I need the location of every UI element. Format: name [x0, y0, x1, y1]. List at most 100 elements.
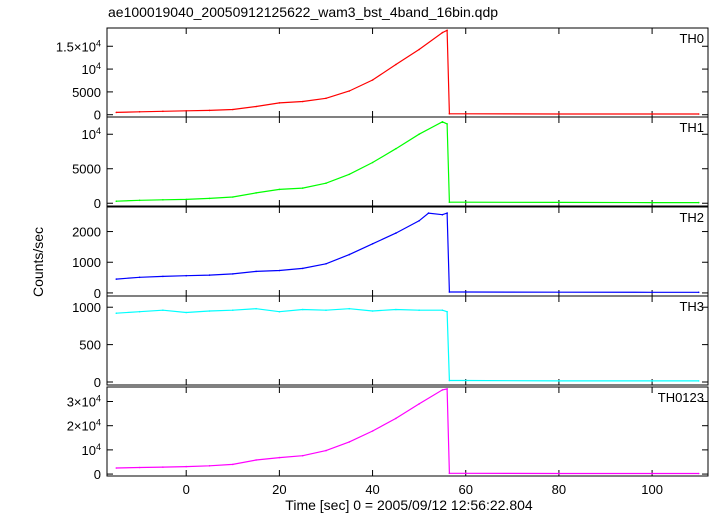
- data-point: [464, 291, 467, 293]
- x-tick-label: 80: [552, 482, 566, 497]
- series-line-th3: [116, 308, 699, 382]
- data-point: [395, 63, 397, 66]
- data-point: [162, 199, 164, 201]
- data-point: [232, 463, 234, 466]
- data-point: [185, 311, 187, 314]
- data-point: [325, 449, 327, 452]
- data-point: [232, 309, 234, 312]
- data-point: [301, 454, 304, 457]
- data-point: [255, 192, 257, 194]
- data-point: [418, 48, 420, 51]
- data-point: [301, 187, 304, 189]
- data-point: [371, 310, 374, 312]
- data-point: [115, 111, 118, 114]
- data-point: [325, 97, 327, 100]
- data-point: [185, 110, 187, 112]
- x-tick-label: 100: [641, 482, 663, 497]
- y-tick-label: 3×104: [67, 394, 101, 410]
- data-point: [371, 430, 374, 432]
- data-point: [325, 182, 327, 184]
- panel-th0: 0 5000 104 1.5×104 TH0: [56, 27, 709, 123]
- data-point: [325, 263, 327, 265]
- data-point: [348, 253, 351, 256]
- data-point: [255, 307, 257, 310]
- x-tick-label: 40: [365, 482, 379, 497]
- panel-th1: 0 5000 104 TH1: [72, 116, 709, 211]
- panel-th2: 0 1000 2000 TH2: [72, 206, 709, 301]
- series-line-th0: [116, 29, 699, 115]
- data-point: [448, 113, 451, 115]
- data-point: [448, 379, 451, 382]
- x-tick-label: 60: [459, 482, 473, 497]
- data-point: [138, 466, 141, 469]
- data-point: [395, 147, 397, 150]
- data-point: [446, 29, 448, 32]
- x-axis: 0 20 40 60 80 100: [183, 482, 663, 497]
- data-point: [651, 113, 653, 115]
- data-point: [232, 196, 234, 198]
- y-axis-label: Counts/sec: [30, 227, 46, 297]
- data-point: [162, 309, 164, 312]
- panel-frame: [106, 27, 709, 118]
- data-point: [232, 108, 234, 111]
- y-tick-label: 1000: [72, 300, 101, 315]
- data-point: [232, 273, 234, 275]
- data-point: [162, 275, 164, 278]
- panel-frame: [106, 386, 709, 477]
- panel-frame: [106, 116, 709, 207]
- data-point: [185, 198, 187, 201]
- y-tick-label: 500: [79, 338, 101, 353]
- data-point: [115, 200, 118, 202]
- panel-label: TH0: [679, 31, 704, 46]
- data-point: [446, 212, 448, 214]
- panel-frame: [106, 295, 709, 386]
- data-point: [395, 308, 397, 311]
- panel-label: TH0123: [658, 390, 704, 405]
- data-point: [208, 465, 211, 467]
- y-tick-label: 5000: [72, 162, 101, 177]
- data-point: [208, 109, 211, 112]
- y-tick-label: 0: [94, 375, 101, 390]
- data-point: [301, 267, 304, 270]
- y-tick-label: 0: [94, 467, 101, 482]
- data-point: [464, 201, 467, 203]
- data-point: [448, 472, 451, 475]
- panel-th0123: 0 104 2×104 3×104 TH0123: [67, 386, 709, 482]
- y-tick-label: 5000: [72, 85, 101, 100]
- y-tick-label: 2000: [72, 225, 101, 240]
- data-point: [278, 456, 281, 459]
- y-tick-label: 0: [94, 286, 101, 301]
- data-point: [115, 312, 118, 315]
- data-point: [427, 212, 430, 214]
- data-point: [446, 123, 448, 125]
- data-point: [278, 310, 281, 313]
- data-point: [208, 274, 211, 276]
- data-point: [697, 201, 700, 204]
- data-point: [418, 133, 420, 135]
- data-point: [185, 274, 187, 277]
- data-point: [558, 201, 560, 204]
- data-point: [348, 90, 351, 92]
- data-point: [441, 31, 444, 34]
- data-point: [138, 199, 141, 202]
- data-point: [558, 380, 560, 382]
- data-point: [697, 472, 700, 475]
- data-point: [651, 291, 653, 294]
- panel-frame: [106, 206, 709, 297]
- x-tick-label: 20: [272, 482, 286, 497]
- data-point: [697, 380, 700, 382]
- data-point: [464, 379, 467, 382]
- data-point: [255, 105, 257, 108]
- data-point: [651, 201, 653, 204]
- data-point: [138, 276, 141, 279]
- data-point: [448, 201, 451, 203]
- data-point: [697, 113, 700, 115]
- series-line-th0123: [116, 388, 699, 475]
- data-point: [448, 291, 451, 293]
- data-point: [395, 417, 397, 420]
- data-point: [301, 100, 304, 103]
- y-tick-label: 104: [82, 126, 101, 142]
- data-point: [441, 121, 444, 123]
- data-point: [371, 79, 374, 81]
